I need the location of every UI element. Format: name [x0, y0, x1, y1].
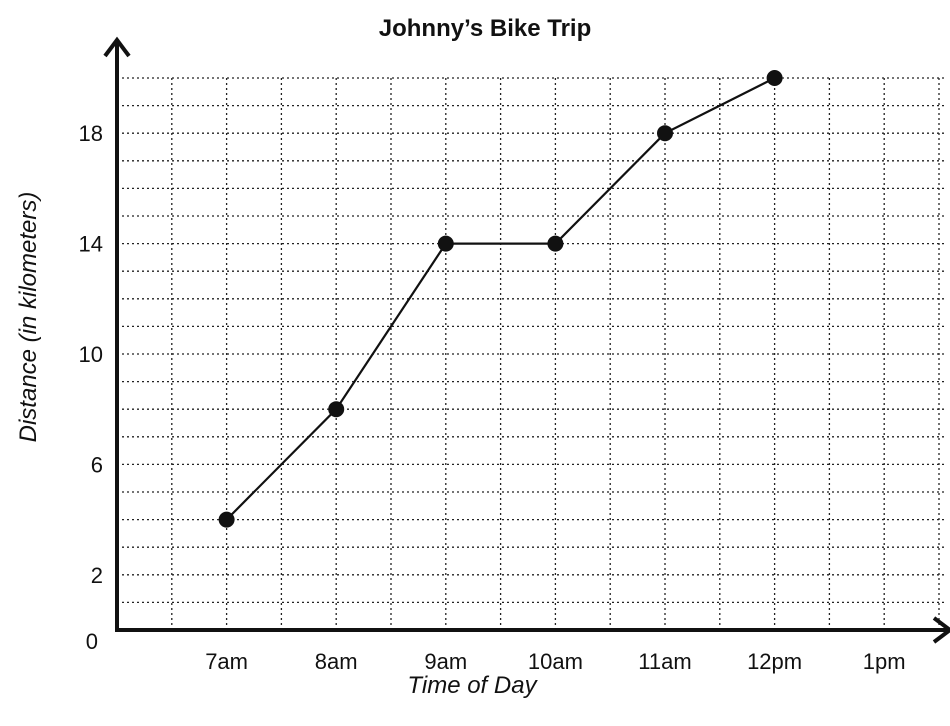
data-point: [547, 235, 564, 252]
x-axis-label: Time of Day: [407, 672, 538, 699]
series-line: [225, 77, 776, 521]
x-tick-label: 1pm: [863, 649, 906, 674]
y-tick-label: 18: [79, 121, 103, 146]
x-tick-label: 11am: [638, 649, 691, 674]
y-axis-label: Distance (in kilometers): [15, 192, 42, 443]
y-tick-label: 2: [91, 563, 103, 588]
data-point: [766, 70, 783, 86]
y-tick-label: 0: [86, 629, 98, 654]
data-point: [437, 235, 454, 252]
x-axis-arrowhead: [932, 616, 950, 644]
y-axis-arrowhead: [103, 36, 131, 58]
y-tick-labels: 0 2 6 10 14 18: [79, 121, 103, 654]
x-tick-label: 12pm: [747, 649, 802, 674]
grid: [117, 77, 947, 630]
y-tick-label: 10: [79, 342, 103, 367]
chart-title: Johnny’s Bike Trip: [379, 15, 592, 42]
x-tick-label: 7am: [205, 649, 248, 674]
data-series: [218, 70, 783, 528]
x-tick-label: 8am: [315, 649, 358, 674]
x-tick-label: 9am: [424, 649, 467, 674]
x-tick-label: 10am: [528, 649, 583, 674]
y-tick-label: 6: [91, 452, 103, 477]
axes: [103, 36, 950, 644]
x-tick-labels: 7am 8am 9am 10am 11am 12pm 1pm: [205, 649, 905, 674]
y-tick-label: 14: [79, 232, 103, 257]
data-point: [218, 511, 235, 528]
data-point: [328, 401, 345, 418]
data-point: [657, 125, 673, 142]
